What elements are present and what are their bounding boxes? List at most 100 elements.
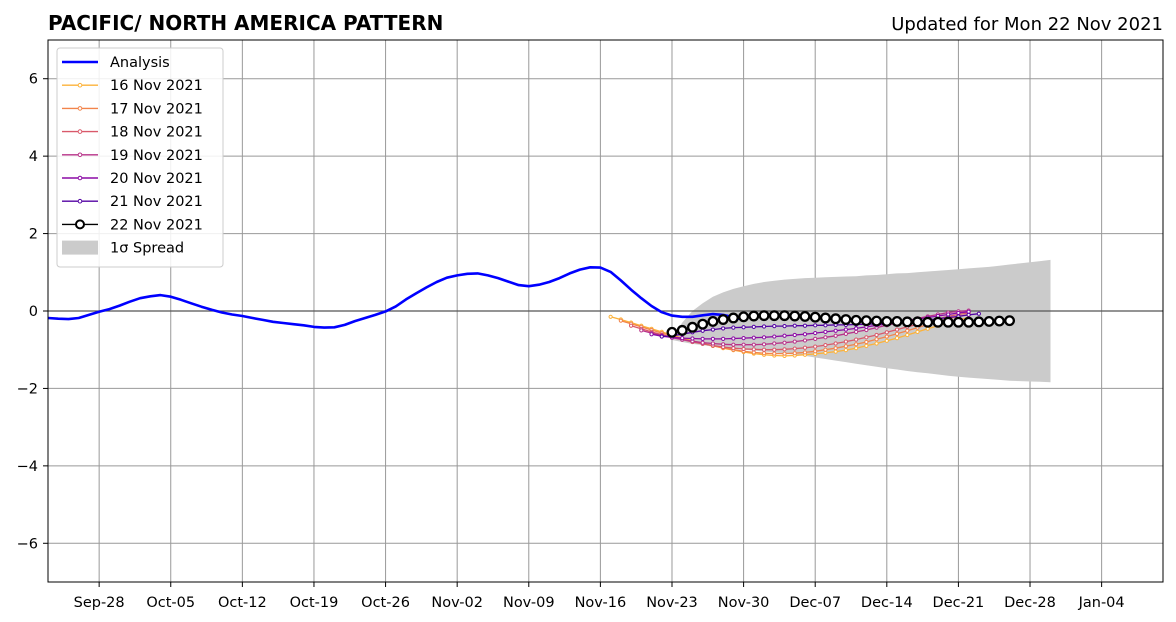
series-point (802, 338, 808, 343)
series-point (843, 331, 848, 336)
series-point (854, 342, 859, 347)
legend-label: 20 Nov 2021 (110, 171, 203, 187)
legend-label: 19 Nov 2021 (110, 148, 203, 164)
y-tick-label: 0 (29, 304, 38, 320)
x-tick-label: Dec-07 (789, 595, 841, 611)
series-point (976, 311, 981, 316)
series-point (802, 345, 808, 350)
series-point (813, 336, 818, 341)
x-tick-label: Dec-28 (1004, 595, 1056, 611)
x-tick-label: Sep-28 (74, 595, 125, 611)
series-point (710, 327, 716, 332)
series-point (772, 323, 777, 329)
series-point (761, 335, 767, 340)
series-point (833, 328, 838, 333)
series-point (993, 315, 1005, 327)
series-point (690, 336, 695, 341)
x-tick-label: Nov-23 (646, 595, 698, 611)
series-point (608, 314, 613, 319)
series-point (721, 336, 726, 341)
series-point (782, 351, 787, 356)
series-point (809, 311, 821, 323)
series-point (915, 329, 920, 335)
y-axis-ticks: −6 −4 −2 0 2 4 6 (17, 72, 48, 552)
series-point (748, 310, 760, 322)
legend: Analysis 16 Nov 2021 17 Nov 2021 18 Nov 202… (56, 47, 224, 268)
series-point (758, 310, 770, 322)
series-point (813, 330, 818, 336)
legend-marker (77, 198, 83, 204)
series-point (942, 316, 954, 328)
series-point (891, 316, 903, 327)
legend-item: 16 Nov 2021 (62, 78, 203, 94)
series-point (840, 314, 852, 325)
legend-marker (77, 129, 83, 134)
series-point (792, 351, 797, 356)
series-point (751, 335, 756, 340)
series-point (686, 321, 698, 333)
legend-marker (75, 219, 85, 230)
series-point (833, 341, 838, 346)
legend-label: 16 Nov 2021 (110, 78, 203, 94)
series-point (843, 348, 848, 353)
series-point (741, 325, 746, 330)
series-point (905, 332, 910, 338)
series-point (738, 311, 750, 323)
series-point (966, 312, 971, 317)
series-point (700, 336, 705, 341)
x-tick-label: Jan-04 (1078, 595, 1125, 611)
series-point (792, 346, 797, 351)
series-point (700, 340, 705, 345)
series-point (830, 313, 842, 325)
series-layer (47, 265, 1016, 359)
series-point (813, 323, 818, 328)
legend-label: 1σ Spread (110, 241, 184, 257)
series-point (676, 324, 688, 336)
series-point (761, 342, 767, 347)
series-point (925, 326, 930, 331)
series-point (874, 332, 879, 338)
series-point (779, 310, 790, 322)
series-point (799, 310, 811, 322)
series-point (823, 329, 828, 335)
series-point (1004, 315, 1016, 327)
series-point (707, 316, 719, 327)
series-line-analysis (47, 265, 744, 329)
x-tick-label: Oct-05 (146, 595, 195, 611)
x-tick-label: Dec-21 (933, 595, 985, 611)
series-point (731, 342, 736, 347)
series-point (721, 326, 726, 331)
series-point (854, 326, 859, 331)
series-point (871, 315, 883, 327)
series-point (772, 351, 777, 356)
series-point (833, 333, 838, 338)
series-point (649, 332, 654, 337)
series-point (864, 339, 869, 345)
legend-box (56, 47, 224, 268)
series-point (963, 316, 975, 328)
series-point (628, 323, 634, 328)
x-tick-label: Oct-12 (218, 595, 267, 611)
series-point (813, 344, 818, 349)
series-point (813, 349, 818, 354)
y-tick-label: 4 (29, 149, 38, 165)
series-point (884, 330, 889, 335)
legend-label: 22 Nov 2021 (110, 217, 203, 233)
series-point (680, 336, 685, 341)
series-point (782, 340, 787, 345)
series-point (782, 333, 787, 338)
series-point (894, 331, 900, 336)
series-point (983, 316, 995, 327)
series-point (854, 346, 859, 351)
series-point (710, 336, 716, 341)
series-point (761, 347, 767, 352)
legend-marker (77, 175, 83, 181)
x-axis-ticks: Sep-28 Oct-05 Oct-12 Oct-19 Oct-26 Nov-02 Nov-… (74, 582, 1125, 611)
series-point (731, 346, 736, 351)
series-point (761, 324, 767, 329)
series-point (833, 349, 838, 354)
series-point (922, 316, 934, 328)
y-tick-label: 2 (29, 227, 38, 243)
series-point (782, 347, 787, 352)
y-tick-label: −6 (17, 536, 38, 552)
